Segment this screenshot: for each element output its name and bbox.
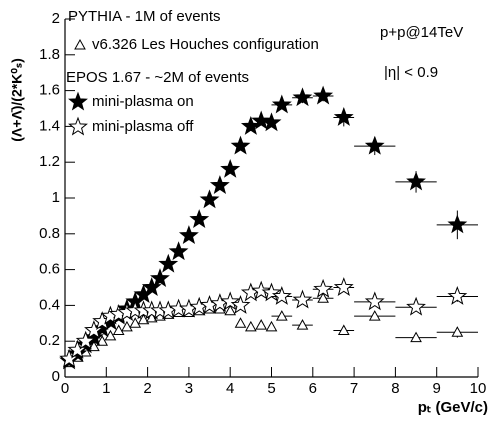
data-point	[333, 277, 354, 296]
data-point	[251, 110, 272, 130]
data-point	[104, 329, 117, 341]
data-point	[209, 175, 230, 194]
data-point	[364, 291, 385, 311]
annotation: EPOS 1.67 - ~2M of events	[66, 69, 249, 86]
data-point	[129, 317, 142, 328]
x-axis-label: pₜ (GeV/c)	[418, 399, 488, 416]
y-tick-label: 1.6	[39, 82, 60, 99]
legend-label: v6.326 Les Houches configuration	[92, 36, 319, 53]
data-point	[337, 324, 350, 335]
y-tick-label: 0.8	[39, 225, 60, 242]
legend-marker	[68, 116, 88, 136]
x-tick-label: 10	[470, 380, 487, 397]
annotation: p+p@14TeV	[380, 24, 463, 41]
y-tick-label: 2	[52, 10, 60, 27]
data-point	[220, 158, 241, 178]
x-tick-label: 8	[391, 380, 399, 397]
data-point	[317, 292, 329, 303]
x-tick-label: 6	[309, 380, 317, 397]
data-point	[368, 310, 381, 321]
data-point	[296, 319, 309, 330]
data-point	[84, 327, 104, 347]
x-tick-label: 3	[185, 380, 193, 397]
data-point	[178, 225, 199, 245]
y-tick-label: 1.2	[39, 153, 60, 170]
data-point	[199, 189, 220, 209]
data-point	[271, 94, 292, 114]
data-point	[364, 135, 385, 155]
annotation: PYTHIA - 1M of events	[68, 8, 221, 25]
data-point	[84, 320, 104, 339]
data-point	[447, 285, 468, 305]
legend-marker	[68, 91, 88, 111]
x-tick-label: 7	[350, 380, 358, 397]
data-point	[275, 310, 288, 321]
data-point	[255, 319, 268, 330]
data-point	[410, 331, 422, 343]
data-point	[245, 320, 257, 332]
y-tick-label: 1.4	[39, 117, 60, 134]
data-point	[189, 209, 210, 228]
data-point	[447, 214, 468, 234]
data-point	[271, 285, 292, 305]
data-point	[67, 339, 88, 359]
data-point	[265, 320, 278, 332]
data-point	[59, 348, 80, 368]
data-point	[406, 171, 426, 191]
data-point	[158, 253, 179, 273]
data-point	[251, 280, 272, 300]
data-point	[75, 330, 96, 350]
data-point	[150, 268, 170, 287]
data-point	[313, 85, 334, 105]
data-point	[292, 87, 313, 107]
data-point	[121, 320, 133, 332]
x-tick-label: 4	[226, 380, 234, 397]
x-tick-label: 0	[61, 380, 69, 397]
data-point	[292, 289, 313, 309]
x-tick-label: 1	[102, 380, 110, 397]
y-tick-label: 0.6	[39, 261, 60, 278]
data-point	[451, 326, 464, 337]
y-tick-label: 0	[52, 368, 60, 385]
data-point	[230, 135, 251, 155]
data-point	[313, 278, 334, 298]
x-tick-label: 9	[433, 380, 441, 397]
data-point	[230, 294, 251, 314]
data-point	[168, 241, 189, 261]
data-point	[96, 335, 109, 346]
data-point	[224, 304, 237, 316]
data-point	[261, 112, 282, 132]
data-point	[333, 106, 354, 126]
data-point	[406, 296, 426, 316]
data-point	[88, 340, 100, 352]
data-point	[112, 324, 125, 335]
data-point	[220, 291, 241, 311]
x-tick-label: 2	[143, 380, 151, 397]
data-point	[145, 311, 158, 323]
data-point	[234, 317, 247, 328]
y-axis-label: (Λ+Λ̄)/(2*K⁰ₛ)	[9, 58, 25, 142]
annotation: |η| < 0.9	[384, 64, 438, 81]
y-tick-label: 0.4	[39, 296, 60, 313]
data-point	[141, 277, 162, 296]
y-tick-label: 1.8	[39, 46, 60, 63]
legend-marker	[74, 38, 86, 50]
y-tick-label: 1	[52, 189, 60, 206]
y-tick-label: 0.2	[39, 332, 60, 349]
legend-label: mini-plasma on	[92, 93, 194, 110]
legend-label: mini-plasma off	[92, 118, 194, 135]
data-point	[137, 313, 150, 325]
x-tick-label: 5	[267, 380, 275, 397]
